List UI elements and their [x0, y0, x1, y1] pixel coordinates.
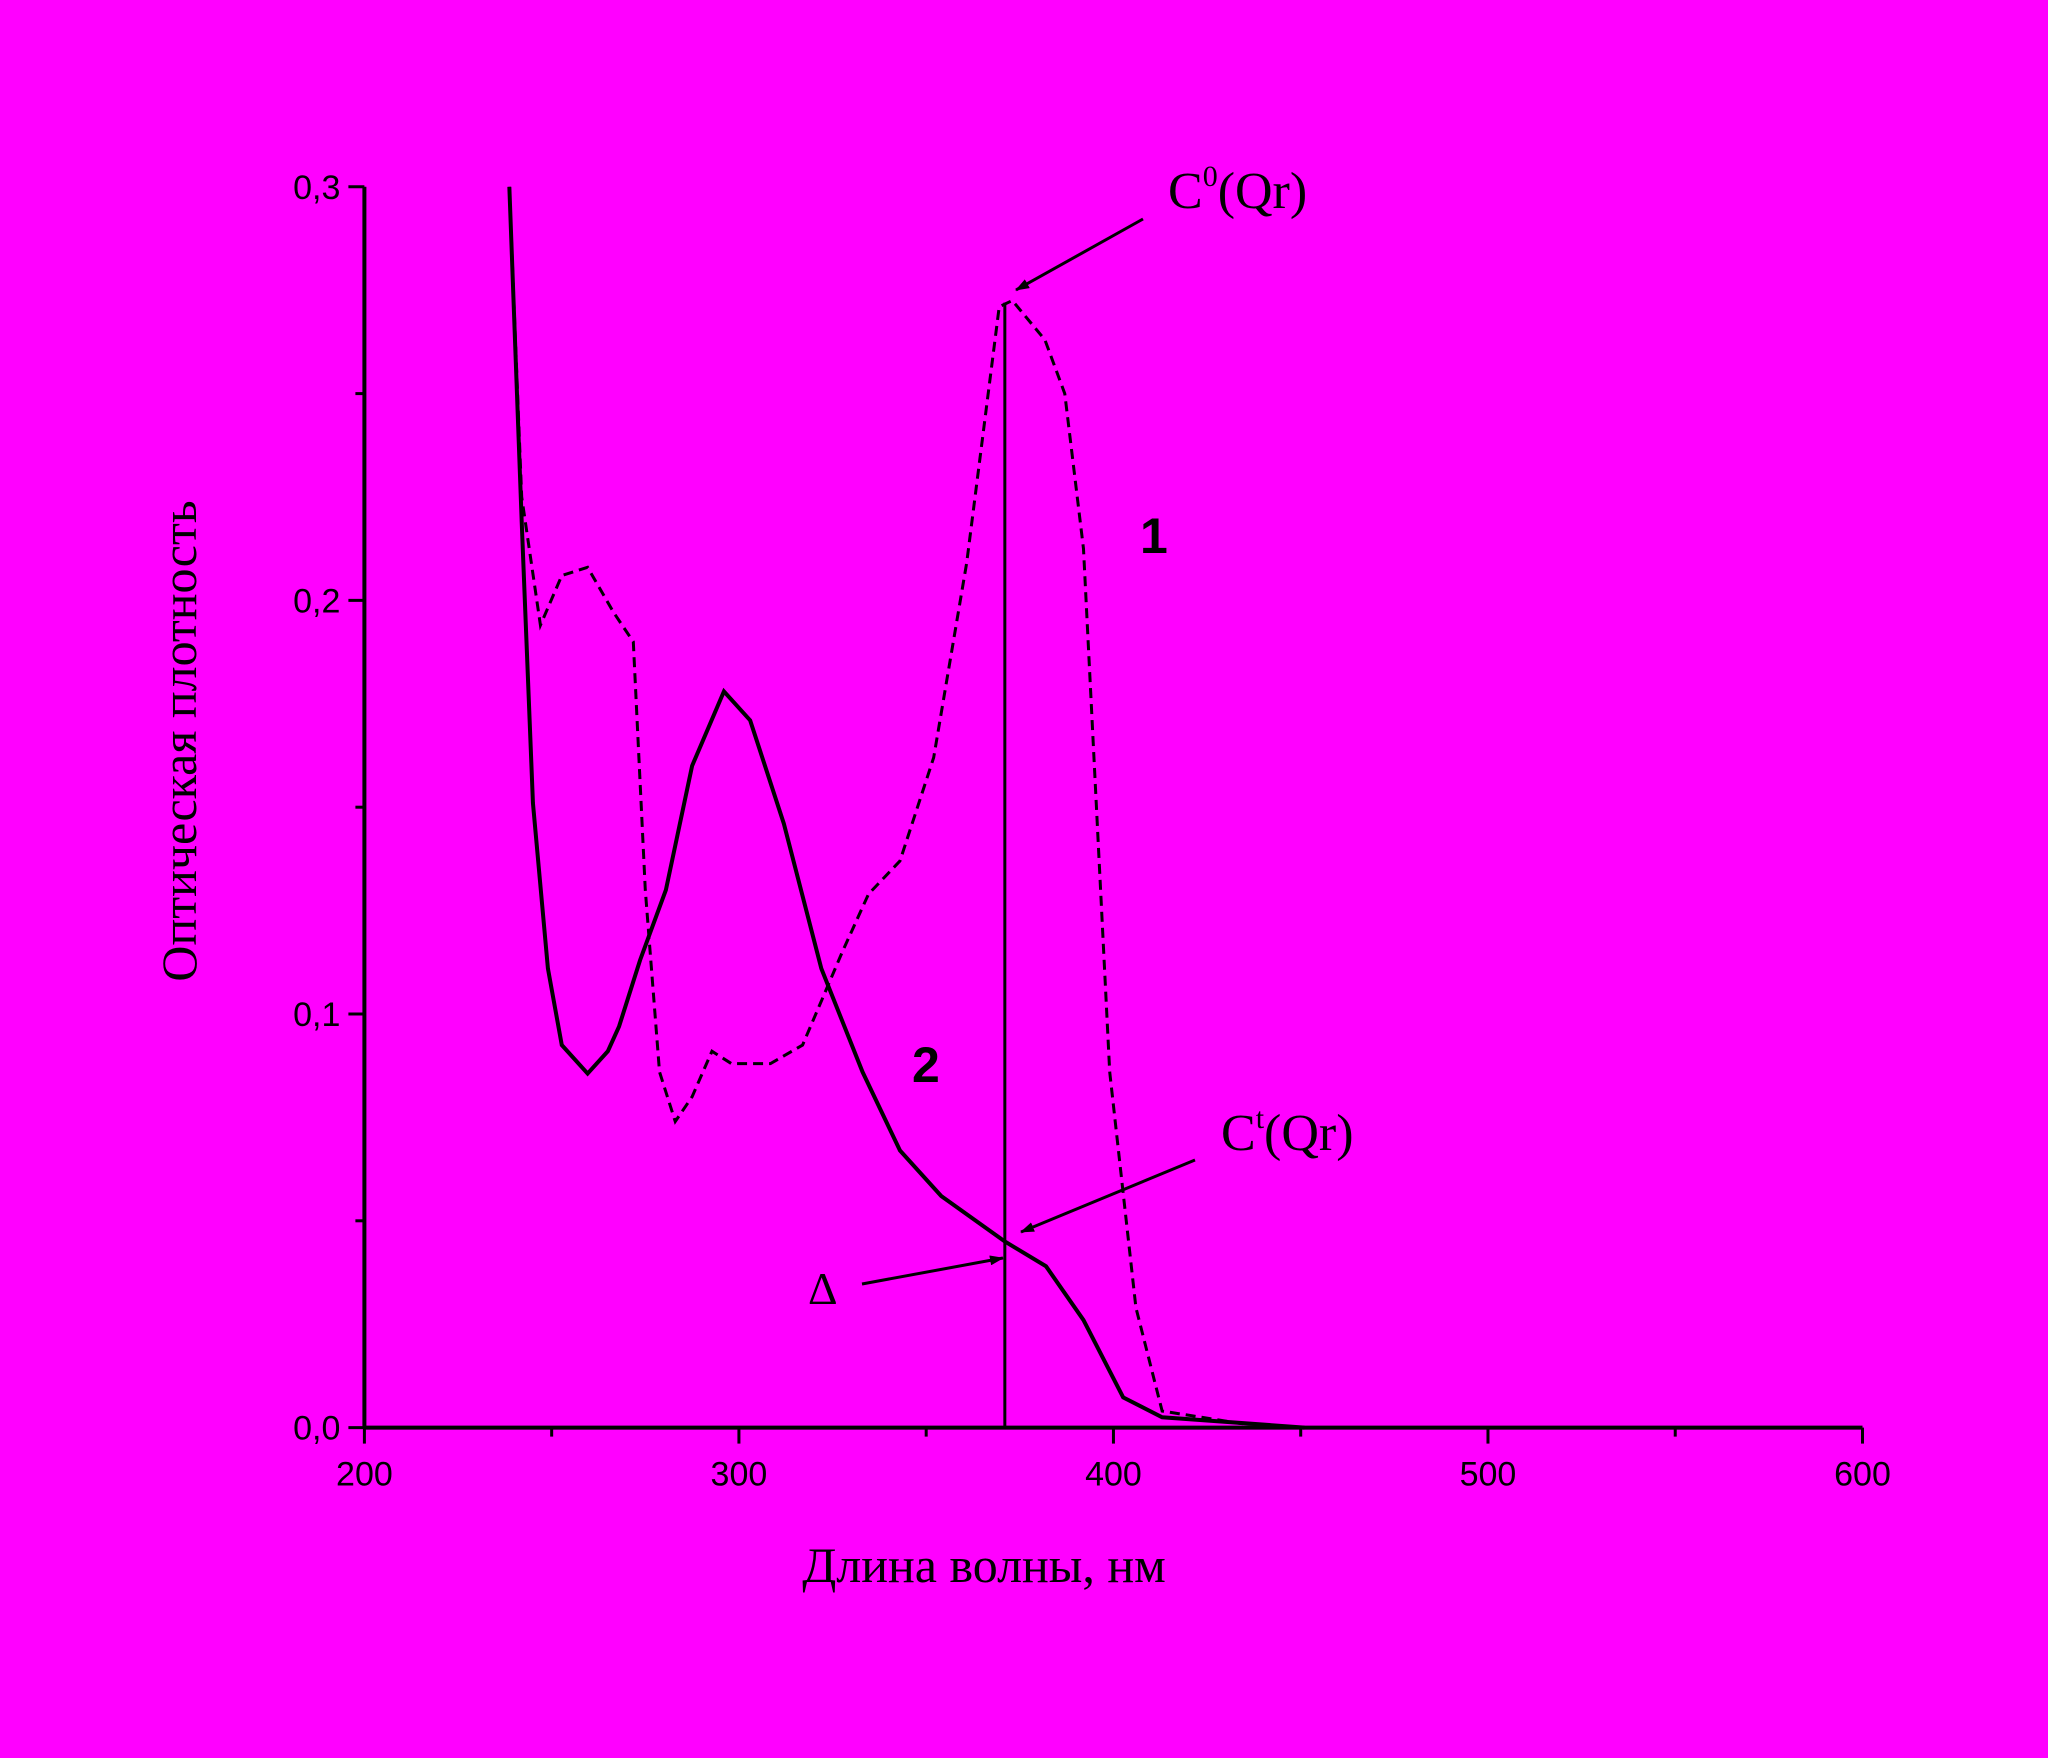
- annotation-sup: t: [1256, 1102, 1265, 1135]
- line-series: [507, 186, 1305, 1430]
- y-tick-label: 0,2: [293, 582, 340, 620]
- series-label: 2: [912, 1037, 940, 1093]
- annotation-text: C: [1221, 1105, 1256, 1162]
- annotation-delta: Δ: [808, 1263, 838, 1314]
- x-tick-label: 400: [1085, 1456, 1142, 1494]
- annotation-text: C: [1168, 163, 1203, 220]
- y-tick-label: 0,1: [293, 996, 340, 1034]
- series-label: 1: [1140, 508, 1168, 564]
- annotation-sup: 0: [1203, 160, 1218, 193]
- x-axis-title: Длина волны, нм: [802, 1537, 1166, 1593]
- y-tick-label: 0,3: [293, 169, 340, 207]
- y-tick-label: 0,0: [293, 1410, 340, 1448]
- y-axis-title: Оптическая плотность: [151, 500, 207, 981]
- x-tick-label: 300: [711, 1456, 768, 1494]
- annotation-text: (Qr): [1264, 1105, 1354, 1162]
- x-tick-label: 500: [1460, 1456, 1517, 1494]
- x-tick-label: 600: [1834, 1456, 1891, 1494]
- line-series: [507, 186, 1305, 1430]
- annotation-text: (Qr): [1218, 163, 1308, 220]
- annotation-c0: C0(Qr): [1168, 160, 1307, 220]
- arrow: [861, 1255, 1004, 1286]
- annotation-ct: Ct(Qr): [1221, 1102, 1354, 1162]
- arrow: [1020, 1158, 1196, 1234]
- x-tick-label: 200: [336, 1456, 393, 1494]
- arrow: [1015, 217, 1144, 292]
